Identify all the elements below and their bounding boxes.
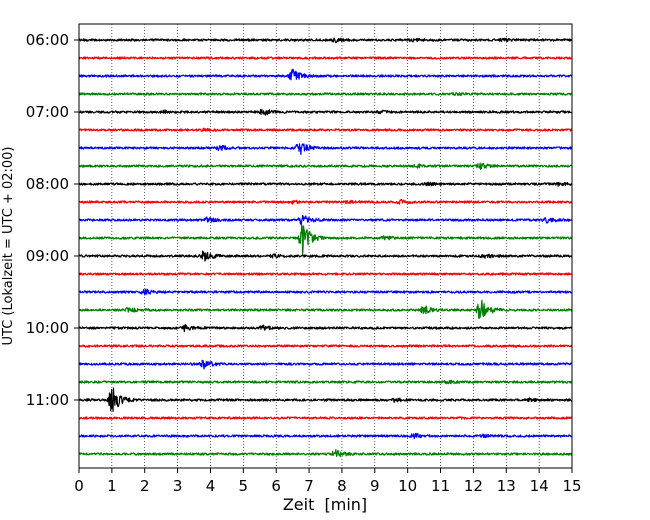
x-tick-label-11: 11 xyxy=(431,477,450,495)
seismic-trace-09:30 xyxy=(78,288,573,296)
seismic-trace-10:15 xyxy=(78,344,573,348)
x-tick-label-7: 7 xyxy=(304,477,314,495)
seismic-trace-06:45 xyxy=(78,91,573,97)
y-axis-ticks: 06:00 07:00 08:00 09:00 10:00 11:00 xyxy=(26,31,79,409)
seismic-trace-11:00 xyxy=(78,387,573,412)
seismic-trace-11:15 xyxy=(78,416,573,420)
seismic-trace-09:15 xyxy=(78,272,573,276)
x-tick-label-14: 14 xyxy=(530,477,549,495)
y-axis-title: UTC (Lokalzeit = UTC + 02:00) xyxy=(1,147,16,346)
seismic-trace-08:30 xyxy=(78,215,573,226)
seismic-trace-09:45 xyxy=(78,299,573,319)
x-tick-label-2: 2 xyxy=(140,477,150,495)
seismic-trace-08:45 xyxy=(78,224,573,256)
seismic-trace-07:30 xyxy=(78,143,573,156)
x-axis-title: Zeit [min] xyxy=(283,495,367,514)
x-tick-label-1: 1 xyxy=(107,477,117,495)
plot-background xyxy=(79,24,572,468)
y-tick-label-11:00: 11:00 xyxy=(26,391,69,409)
seismic-trace-06:15 xyxy=(78,56,573,60)
seismic-trace-08:00 xyxy=(78,181,573,187)
seismic-trace-10:30 xyxy=(78,359,573,370)
x-tick-label-9: 9 xyxy=(370,477,380,495)
x-tick-label-4: 4 xyxy=(206,477,216,495)
seismic-trace-11:30 xyxy=(78,432,573,440)
trace-group xyxy=(78,37,573,458)
x-tick-label-8: 8 xyxy=(337,477,347,495)
x-tick-label-15: 15 xyxy=(562,477,581,495)
x-tick-label-13: 13 xyxy=(497,477,516,495)
seismic-trace-10:00 xyxy=(78,324,573,333)
x-tick-label-10: 10 xyxy=(398,477,417,495)
seismic-trace-06:00 xyxy=(78,37,573,44)
y-tick-label-08:00: 08:00 xyxy=(26,175,69,193)
seismic-trace-07:15 xyxy=(78,127,573,132)
x-axis-ticks: 0 1 2 3 4 5 6 7 8 9 10 11 12 13 14 15 xyxy=(74,468,582,495)
grid-lines xyxy=(111,24,540,468)
x-tick-label-6: 6 xyxy=(271,477,281,495)
seismic-trace-10:45 xyxy=(78,379,573,385)
seismic-trace-08:15 xyxy=(78,198,573,205)
seismic-trace-06:30 xyxy=(78,68,573,81)
plot-frame xyxy=(78,23,573,469)
seismic-trace-09:00 xyxy=(78,250,573,262)
y-tick-label-10:00: 10:00 xyxy=(26,319,69,337)
y-tick-label-07:00: 07:00 xyxy=(26,103,69,121)
x-tick-label-12: 12 xyxy=(464,477,483,495)
x-tick-label-0: 0 xyxy=(74,477,84,495)
y-tick-label-09:00: 09:00 xyxy=(26,247,69,265)
seismic-trace-07:45 xyxy=(78,162,573,171)
seismic-trace-07:00 xyxy=(78,108,573,116)
x-tick-label-5: 5 xyxy=(239,477,249,495)
seismic-trace-11:45 xyxy=(78,449,573,458)
y-tick-label-06:00: 06:00 xyxy=(26,31,69,49)
x-tick-label-3: 3 xyxy=(173,477,183,495)
